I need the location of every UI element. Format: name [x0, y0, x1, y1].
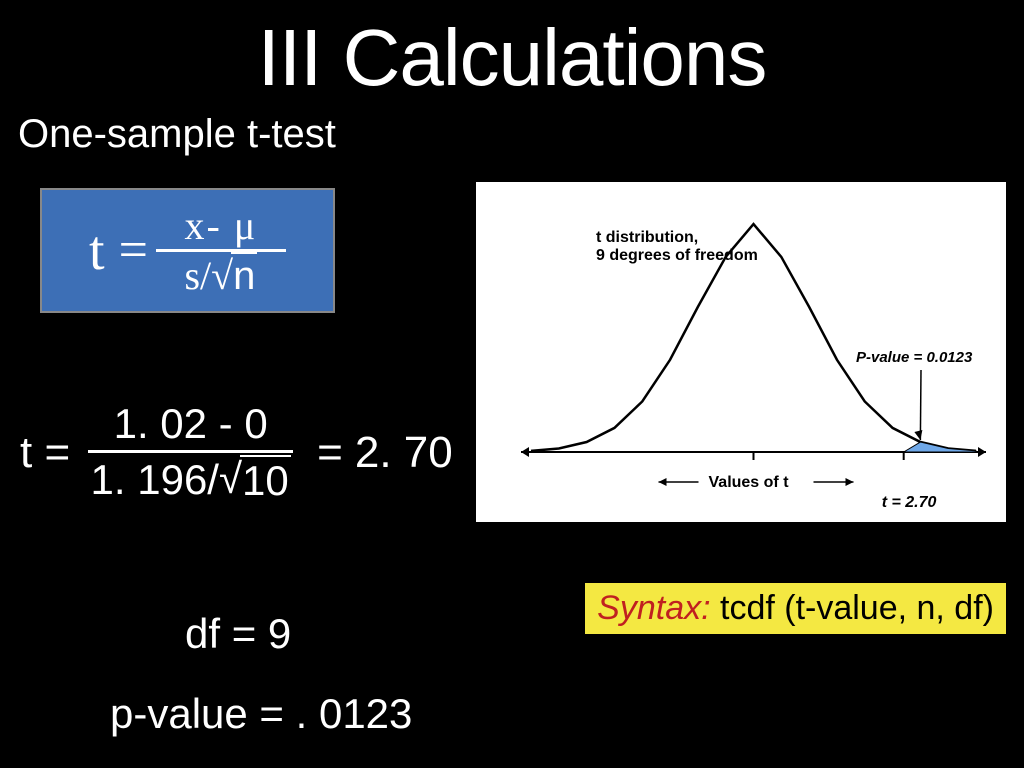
- syntax-text: tcdf (t-value, n, df): [711, 589, 994, 627]
- df-value: 9: [268, 610, 291, 657]
- formula-equals: =: [119, 221, 148, 280]
- svg-text:t distribution,: t distribution,: [596, 229, 698, 246]
- calc-lhs: t =: [20, 428, 70, 478]
- df-label: df =: [185, 610, 256, 657]
- formula-fraction: x- μ s/√n: [156, 202, 286, 299]
- formula-lhs: t: [89, 219, 105, 283]
- syntax-box: Syntax: tcdf (t-value, n, df): [582, 580, 1009, 637]
- pvalue-value: . 0123: [296, 690, 413, 737]
- syntax-label: Syntax:: [597, 589, 710, 627]
- pvalue-label: p-value =: [110, 690, 284, 737]
- formula-numerator: x- μ: [175, 202, 268, 249]
- calculation-row: t = 1. 02 - 0 1. 196/√10 = 2. 70: [20, 400, 453, 505]
- svg-text:9 degrees of freedom: 9 degrees of freedom: [596, 247, 758, 264]
- df-line: df = 9: [185, 610, 291, 658]
- pvalue-line: p-value = . 0123: [110, 690, 412, 738]
- svg-text:P-value = 0.0123: P-value = 0.0123: [856, 349, 973, 366]
- sqrt-icon: √n: [211, 252, 257, 299]
- svg-text:t = 2.70: t = 2.70: [882, 494, 937, 511]
- sqrt-icon: √10: [219, 455, 291, 505]
- graph-svg: t distribution,9 degrees of freedom P-val…: [476, 182, 1006, 522]
- slide-subtitle: One-sample t-test: [0, 112, 1024, 157]
- calc-equals: =: [317, 428, 343, 478]
- t-distribution-graph: t distribution,9 degrees of freedom P-val…: [476, 182, 1006, 522]
- calc-denominator: 1. 196/√10: [91, 453, 291, 505]
- calc-result: 2. 70: [355, 428, 453, 478]
- formula-denom-s: s/: [184, 253, 211, 298]
- calc-fraction: 1. 02 - 0 1. 196/√10: [88, 400, 293, 505]
- svg-text:Values of t: Values of t: [709, 474, 790, 491]
- formula-sqrt-arg: n: [231, 252, 257, 299]
- calc-denom-left: 1. 196/: [91, 456, 219, 504]
- calc-sqrt-arg: 10: [240, 455, 291, 505]
- formula-denominator: s/√n: [184, 252, 257, 299]
- slide-title: III Calculations: [0, 0, 1024, 104]
- formula-box: t = x- μ s/√n: [40, 188, 335, 313]
- calc-numerator: 1. 02 - 0: [106, 400, 276, 450]
